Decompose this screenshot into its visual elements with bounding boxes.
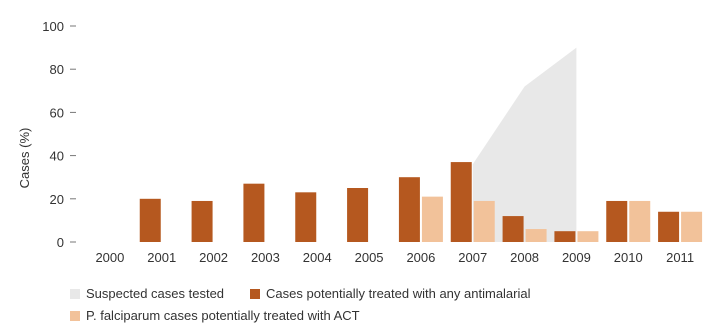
x-tick-label-2005: 2005 — [355, 250, 384, 265]
legend-label-any-antimalarial: Cases potentially treated with any antim… — [266, 286, 531, 301]
bar-layer — [139, 162, 703, 242]
y-tick-label-20: 20 — [50, 192, 64, 207]
bar-any-antimalarial-2006 — [398, 177, 420, 242]
x-tick-label-2008: 2008 — [510, 250, 539, 265]
x-tick-label-2003: 2003 — [251, 250, 280, 265]
legend-item-any-antimalarial: Cases potentially treated with any antim… — [250, 286, 531, 301]
bar-any-antimalarial-2007 — [450, 162, 472, 242]
legend-swatch-any-antimalarial — [250, 288, 261, 299]
x-tick-label-2006: 2006 — [406, 250, 435, 265]
x-tick-label-2011: 2011 — [666, 250, 694, 265]
y-ticks: 0 20 40 60 80 100 — [42, 19, 76, 250]
bar-any-antimalarial-2011 — [658, 211, 680, 242]
legend-label-area: Suspected cases tested — [86, 286, 225, 301]
legend-label-act: P. falciparum cases potentially treated … — [86, 308, 360, 323]
y-tick-label-40: 40 — [50, 149, 64, 164]
bar-any-antimalarial-2004 — [295, 192, 317, 242]
x-ticks: 2000 2001 2002 2003 2004 2005 2006 2007 2008 2009… — [95, 250, 694, 265]
bar-act-2007 — [473, 200, 495, 242]
bar-any-antimalarial-2001 — [139, 198, 161, 242]
bar-any-antimalarial-2003 — [243, 183, 265, 242]
legend-item-act: P. falciparum cases potentially treated … — [70, 308, 360, 323]
legend-item-area: Suspected cases tested — [70, 286, 224, 301]
y-axis-label: Cases (%) — [17, 128, 32, 189]
y-tick-label-0: 0 — [57, 235, 64, 250]
bar-any-antimalarial-2005 — [347, 188, 369, 242]
bar-act-2006 — [421, 196, 443, 242]
bar-any-antimalarial-2010 — [606, 200, 628, 242]
bar-act-2011 — [681, 211, 703, 242]
x-tick-label-2007: 2007 — [458, 250, 487, 265]
legend-swatch-area — [70, 288, 80, 299]
bar-act-2008 — [525, 229, 547, 242]
x-tick-label-2000: 2000 — [95, 250, 124, 265]
y-tick-label-80: 80 — [50, 62, 64, 77]
legend-swatch-act — [70, 310, 80, 321]
y-tick-label-100: 100 — [42, 19, 64, 34]
bar-act-2010 — [629, 200, 651, 242]
bar-any-antimalarial-2008 — [502, 216, 524, 242]
area-suspected-cases-tested — [472, 47, 577, 242]
legend-row-2: P. falciparum cases potentially treated … — [70, 308, 386, 323]
bar-act-2009 — [577, 231, 599, 242]
x-tick-label-2002: 2002 — [199, 250, 228, 265]
x-tick-label-2004: 2004 — [303, 250, 332, 265]
x-tick-label-2010: 2010 — [614, 250, 643, 265]
area-layer — [472, 47, 577, 242]
x-tick-label-2009: 2009 — [562, 250, 591, 265]
legend-row-1: Suspected cases tested Cases potentially… — [70, 286, 557, 301]
x-tick-label-2001: 2001 — [147, 250, 176, 265]
bar-any-antimalarial-2009 — [554, 231, 576, 242]
y-tick-label-60: 60 — [50, 105, 64, 120]
bar-any-antimalarial-2002 — [191, 200, 213, 242]
